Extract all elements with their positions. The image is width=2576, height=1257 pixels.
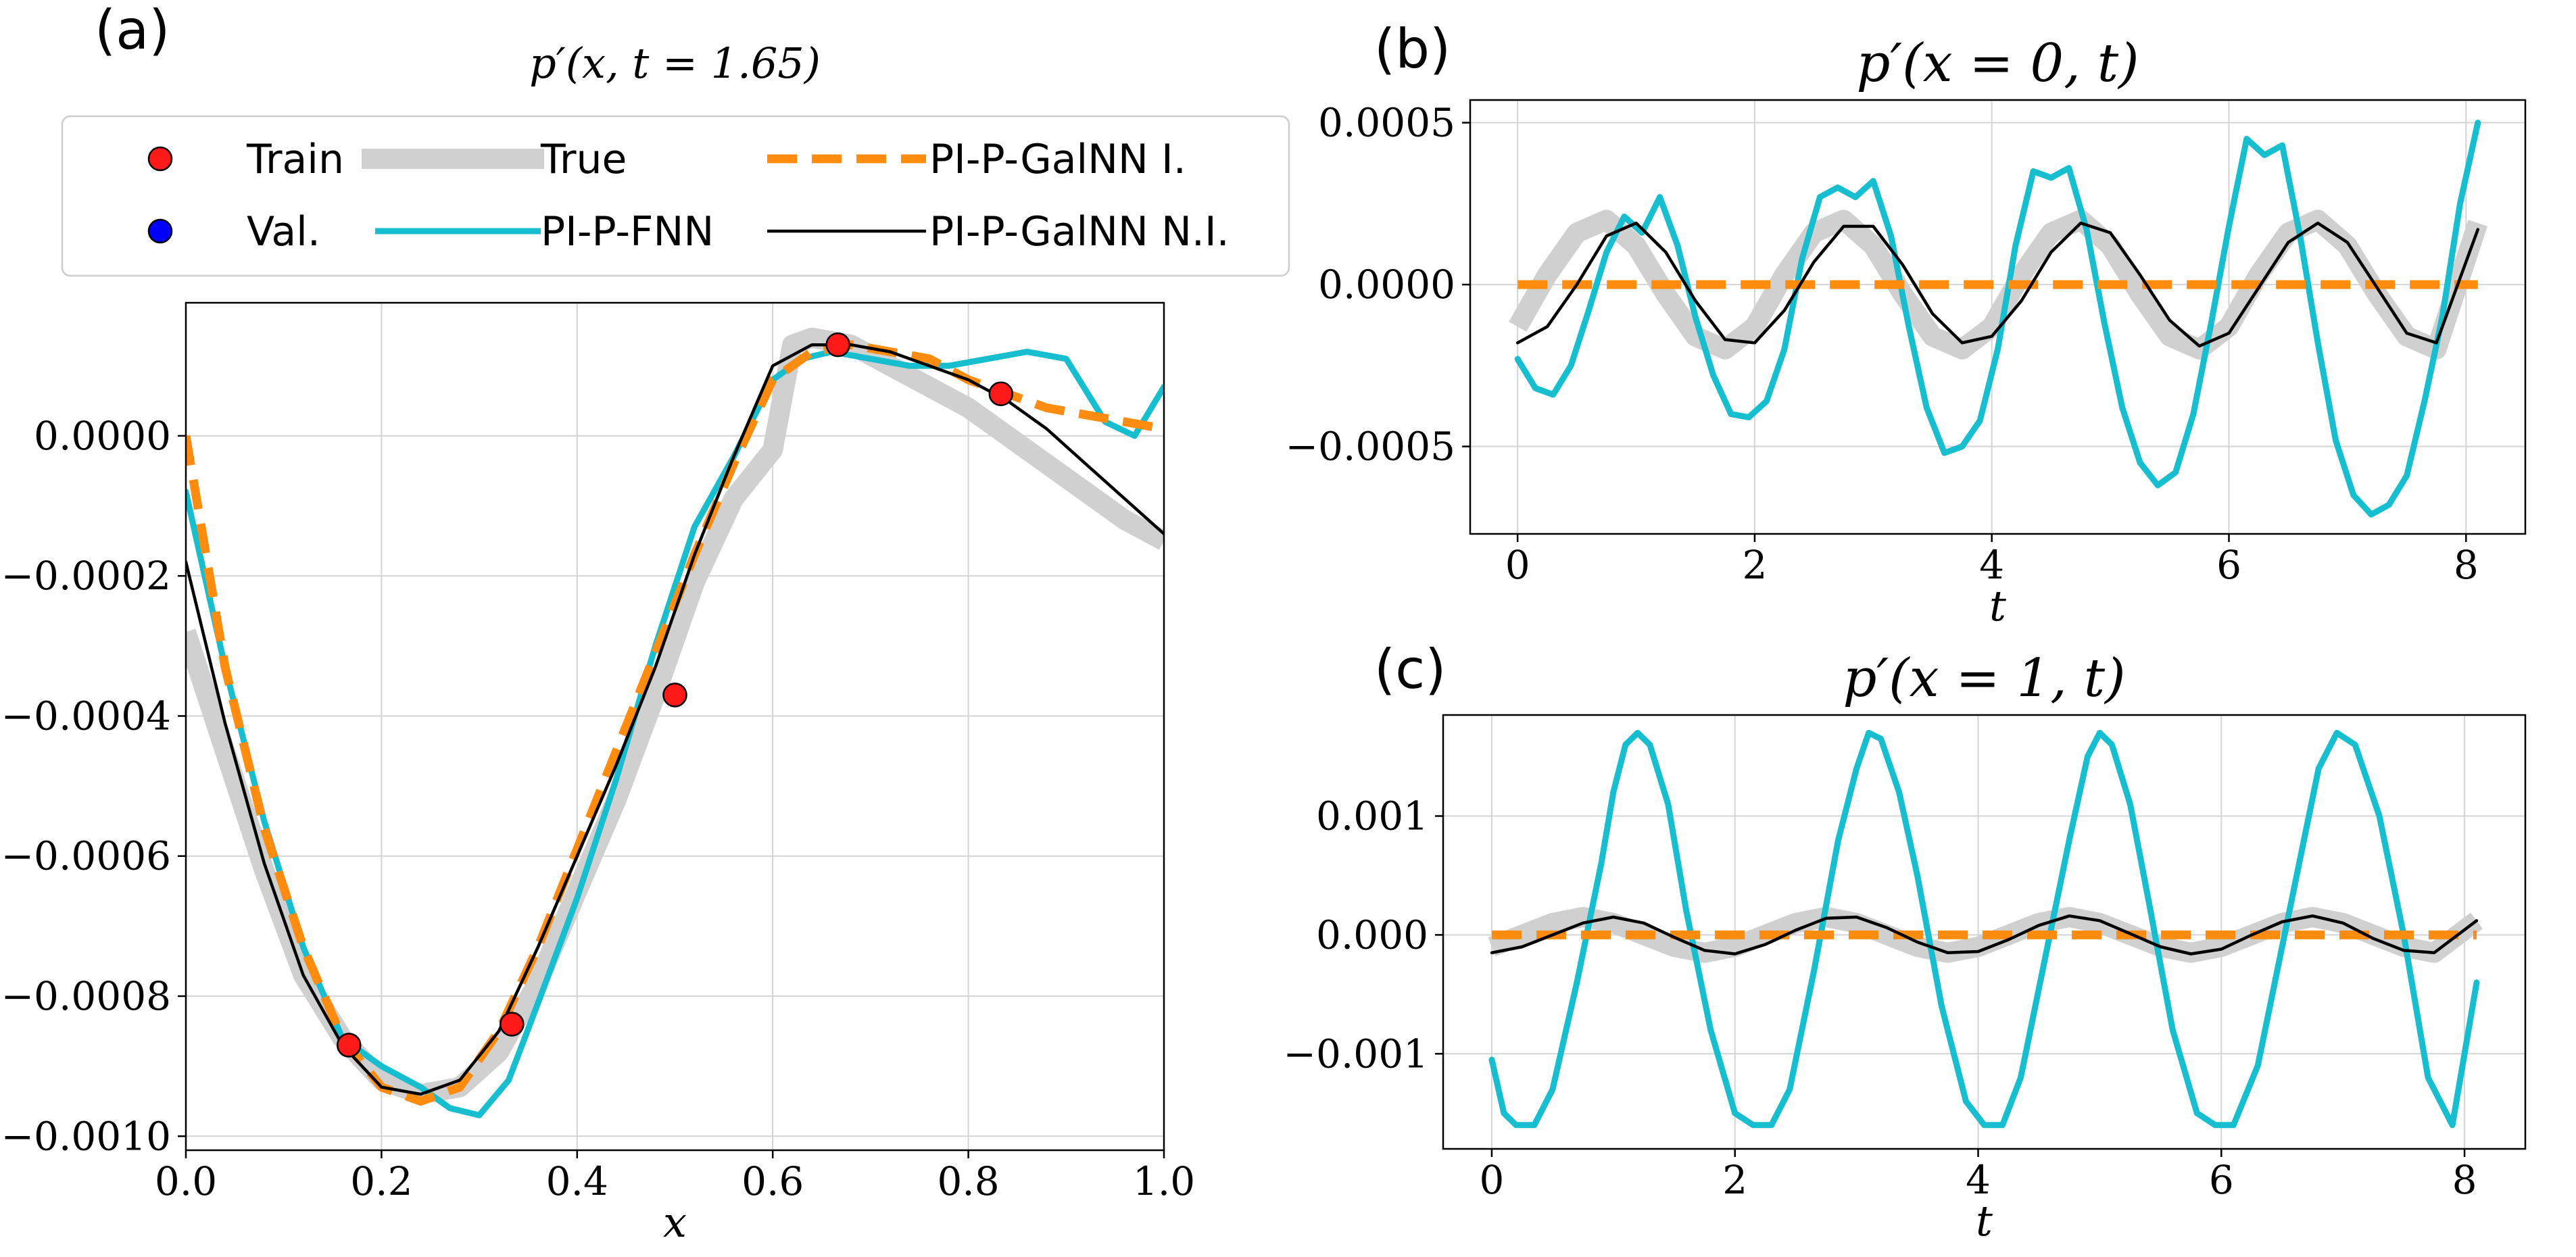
x-tick-label: 2 xyxy=(1742,542,1767,588)
y-tick-label: 0.000 xyxy=(1316,912,1428,958)
x-tick-label: 4 xyxy=(1966,1157,1991,1203)
train-point xyxy=(500,1012,525,1037)
legend-label-true: True xyxy=(540,136,627,183)
x-tick-label: 8 xyxy=(2452,1157,2477,1203)
series-line-galnn_ni xyxy=(1490,914,2479,956)
axes-frame xyxy=(1469,99,2527,535)
y-tick-label: −0.0006 xyxy=(1,833,171,879)
x-tick-label: 0.8 xyxy=(937,1158,999,1204)
series-line-galnn_ni xyxy=(1515,221,2480,348)
y-tick-label: −0.0010 xyxy=(1,1113,171,1159)
legend-label-galnn-i: PI-P-GalNN I. xyxy=(929,136,1186,183)
legend-label-val: Val. xyxy=(247,208,320,255)
legend: Train Val. True PI-P-FNN PI-P-GalNN I. PI-P-G… xyxy=(61,115,1290,277)
x-tick-label: 8 xyxy=(2454,542,2479,588)
x-tick-label: 6 xyxy=(2209,1157,2234,1203)
series-line-fnn xyxy=(1488,729,2480,1129)
legend-label-fnn: PI-P-FNN xyxy=(541,208,714,255)
panel-tag: (a) xyxy=(95,0,170,61)
axes-frame xyxy=(1442,714,2527,1150)
panel-tag: (b) xyxy=(1374,18,1451,80)
x-tick-label: 2 xyxy=(1722,1157,1747,1203)
legend-label-galnn-ni: PI-P-GalNN N.I. xyxy=(929,208,1230,255)
legend-marker-train xyxy=(147,146,173,172)
legend-marker-val xyxy=(147,218,173,244)
x-tick-label: 0 xyxy=(1505,542,1530,588)
train-point xyxy=(988,381,1014,406)
series-line-galnn_i xyxy=(186,340,1164,1106)
x-axis-label: t xyxy=(1976,1196,1993,1246)
series-group xyxy=(186,327,1164,1118)
legend-label-train: Train xyxy=(246,136,344,183)
series-line-fnn xyxy=(186,349,1164,1118)
y-tick-label: −0.0004 xyxy=(1,693,171,739)
panel-tag: (c) xyxy=(1374,638,1446,701)
x-tick-label: 0.0 xyxy=(155,1158,217,1204)
series-line-true xyxy=(1509,210,2488,360)
y-tick-label: −0.0008 xyxy=(1,973,171,1019)
y-tick-label: −0.0005 xyxy=(1285,424,1455,470)
panel-b: 0 2 4 6 8 0.0005 0.0000 −0.0005 t p′(x = 0, t) (b) xyxy=(1285,18,2527,631)
panel-c: 0 2 4 6 8 0.001 0.000 −0.001 t p′(x = 1, t) (c) xyxy=(1283,638,2527,1246)
panel-title: p′(x, t = 1.65) xyxy=(529,39,821,88)
train-point xyxy=(825,332,850,358)
x-axis-label: x xyxy=(663,1198,687,1247)
x-tick-label: 1.0 xyxy=(1133,1158,1195,1204)
series-line-fnn xyxy=(1514,120,2481,518)
train-point xyxy=(336,1033,362,1058)
series-group xyxy=(1488,729,2483,1129)
panel-a: 0.0 0.2 0.4 0.6 0.8 1.0 0.0000 −0.0002 −0.0004 −0… xyxy=(1,0,1195,1247)
y-tick-label: −0.0002 xyxy=(1,553,171,599)
y-tick-label: 0.0000 xyxy=(34,413,171,459)
axes-frame xyxy=(185,301,1165,1152)
x-axis-label: t xyxy=(1989,581,2006,631)
panel-title: p′(x = 1, t) xyxy=(1843,648,2126,709)
x-tick-label: 0.2 xyxy=(350,1158,412,1204)
series-group xyxy=(1509,120,2488,518)
series-line-galnn_ni xyxy=(186,343,1164,1096)
y-tick-label: 0.001 xyxy=(1316,793,1428,839)
x-tick-label: 4 xyxy=(1979,542,2004,588)
y-tick-label: 0.0005 xyxy=(1318,100,1455,146)
y-tick-label: −0.001 xyxy=(1283,1031,1428,1077)
train-point xyxy=(662,683,687,708)
x-tick-label: 0 xyxy=(1480,1157,1505,1203)
x-tick-label: 0.6 xyxy=(742,1158,804,1204)
panel-title: p′(x = 0, t) xyxy=(1857,33,2139,94)
x-tick-label: 6 xyxy=(2216,542,2241,588)
y-tick-label: 0.0000 xyxy=(1318,262,1455,307)
x-tick-label: 0.4 xyxy=(546,1158,608,1204)
